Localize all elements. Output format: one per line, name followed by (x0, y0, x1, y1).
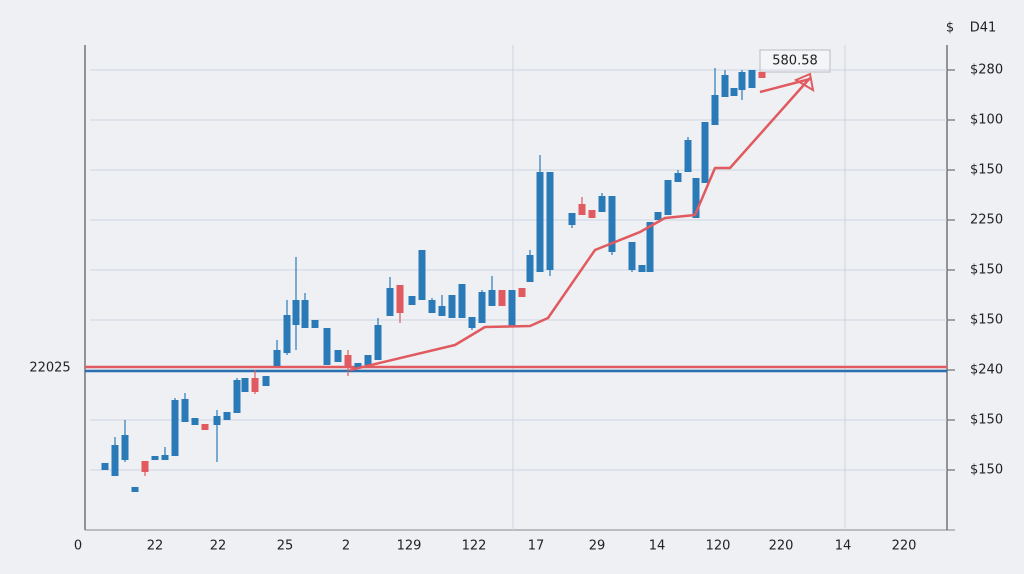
candle-body (654, 212, 662, 220)
candle-body (711, 95, 719, 125)
x-tick-label: 122 (462, 539, 487, 554)
candle-body (738, 72, 746, 90)
candle-body (546, 172, 554, 270)
candle-body (374, 325, 382, 360)
candle-body (518, 288, 526, 297)
candle-body (334, 350, 342, 362)
candle-body (428, 300, 436, 313)
candle-body (458, 284, 466, 318)
candle-body (121, 435, 129, 460)
candle-body (323, 328, 331, 365)
candle-body (344, 355, 352, 368)
candle-body (223, 412, 231, 420)
x-tick-label: 29 (589, 539, 606, 554)
trend-line (349, 77, 811, 372)
x-tick-label: 0 (74, 539, 82, 554)
candle-body (151, 456, 159, 460)
candle-body (364, 355, 372, 365)
x-tick-label: 14 (649, 539, 666, 554)
candle-body (748, 70, 756, 88)
candle-body (536, 172, 544, 272)
x-tick-label: 14 (835, 539, 852, 554)
candle-body (448, 295, 456, 318)
x-tick-label: 2 (342, 539, 350, 554)
y-tick-label: $150 (970, 163, 1003, 178)
candle-body (684, 140, 692, 172)
candle-body (141, 461, 149, 472)
candle-body (292, 300, 300, 325)
candle-body (701, 122, 709, 183)
candle-body (262, 376, 270, 386)
candle-body (674, 173, 682, 182)
candle-body (758, 72, 766, 78)
candle-body (251, 378, 259, 392)
candle-body (354, 363, 362, 368)
candle-body (498, 290, 506, 306)
candle-body (568, 213, 576, 225)
price-box (759, 49, 831, 73)
candle-body (664, 180, 672, 215)
candle-body (588, 210, 596, 218)
x-tick-label: 120 (706, 539, 731, 554)
y-tick-label: $100 (970, 113, 1003, 128)
level-label: 22025 (29, 361, 70, 376)
candle-body (191, 418, 199, 425)
candle-body (438, 306, 446, 316)
candle-body (386, 288, 394, 316)
y-tick-label: $280 (970, 63, 1003, 78)
currency-label: $ (946, 21, 954, 36)
y-tick-label: 2250 (970, 213, 1003, 228)
x-tick-label: 22 (210, 539, 227, 554)
candle-body (273, 350, 281, 366)
candle-body (311, 320, 319, 328)
trend-arrow-tail (759, 77, 811, 94)
candle-body (111, 445, 119, 476)
candle-body (488, 290, 496, 306)
y-tick-label: $150 (970, 463, 1003, 478)
candle-body (721, 75, 729, 97)
candle-body (283, 315, 291, 353)
candle-body (301, 300, 309, 328)
candle-body (396, 285, 404, 313)
candle-body (213, 416, 221, 425)
candle-body (201, 424, 209, 430)
candle-body (692, 178, 700, 218)
candle-body (233, 380, 241, 413)
candle-body (468, 317, 476, 328)
trend-arrowhead (793, 72, 815, 92)
candle-body (526, 255, 534, 282)
x-tick-label: 220 (769, 539, 794, 554)
candle-body (161, 455, 169, 460)
x-tick-label: 22 (147, 539, 164, 554)
y-tick-label: $150 (970, 313, 1003, 328)
candle-body (730, 88, 738, 96)
candle-body (478, 292, 486, 323)
x-tick-label: 25 (277, 539, 294, 554)
corner-label: D41 (970, 21, 997, 36)
candle-body (598, 196, 606, 212)
price-box-label: 580.58 (772, 54, 818, 69)
x-tick-label: 220 (892, 539, 917, 554)
candle-body (646, 222, 654, 272)
candle-body (628, 242, 636, 270)
candle-body (171, 400, 179, 456)
candle-body (181, 399, 189, 422)
candle-body (418, 250, 426, 300)
y-tick-label: $150 (970, 263, 1003, 278)
candle-body (408, 296, 416, 305)
candle-body (241, 378, 249, 392)
candle-body (508, 290, 516, 326)
candle-body (608, 196, 616, 252)
y-tick-label: $240 (970, 363, 1003, 378)
y-tick-label: $150 (970, 413, 1003, 428)
x-tick-label: 129 (397, 539, 422, 554)
candle-body (101, 463, 109, 470)
candle-body (578, 204, 586, 215)
candle-body (638, 265, 646, 272)
x-tick-label: 17 (528, 539, 545, 554)
candle-body (131, 487, 139, 492)
